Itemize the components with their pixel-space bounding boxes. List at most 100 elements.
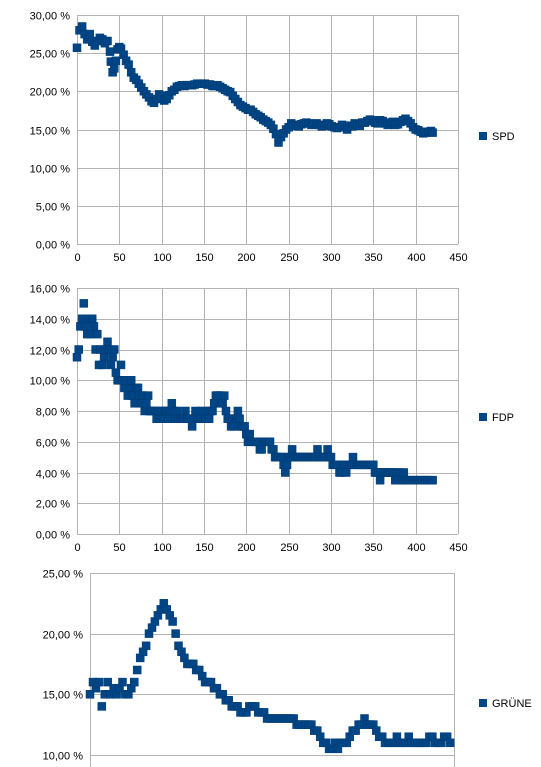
y-tick-label: 25,00 % — [43, 569, 84, 581]
fdp-legend: FDP — [479, 412, 514, 424]
data-point — [240, 422, 249, 431]
data-point — [245, 429, 254, 439]
data-point — [142, 399, 151, 408]
fdp-chart: 0,00 % 2,00 % 4,00 % 6,00 % 8,00 % 10,00 % 12,… — [30, 284, 514, 555]
data-point — [108, 352, 117, 362]
data-point — [94, 677, 104, 687]
data-point — [399, 468, 409, 477]
gruene-legend-label: GRÜNE — [492, 698, 532, 710]
data-point — [126, 376, 136, 385]
y-tick-label: 25,00 % — [30, 49, 71, 61]
data-point — [74, 345, 83, 354]
data-point — [105, 47, 115, 56]
x-tick-label: 150 — [195, 252, 213, 264]
data-point — [369, 460, 378, 470]
data-point — [110, 345, 119, 354]
data-point — [85, 690, 95, 699]
gruene-chart: 10,00 % 15,00 % 20,00 % 25,00 % GRÜNE — [43, 569, 532, 767]
y-tick-label: 4,00 % — [36, 469, 70, 481]
data-point — [141, 641, 151, 651]
data-point — [341, 468, 351, 477]
x-tick-label: 50 — [113, 252, 125, 264]
data-point — [167, 399, 177, 408]
y-tick-label: 14,00 % — [30, 315, 71, 327]
data-point — [89, 322, 99, 331]
data-point — [72, 43, 82, 53]
data-point — [269, 445, 278, 454]
x-tick-label: 300 — [322, 252, 340, 264]
data-point — [81, 322, 90, 331]
fdp-x-tick-labels: 0 50 100 150 200 250 300 350 400 450 — [74, 542, 467, 554]
data-point — [87, 314, 97, 324]
data-point — [257, 445, 266, 454]
data-point — [172, 406, 182, 416]
data-point — [168, 617, 177, 626]
gruene-legend: GRÜNE — [479, 698, 532, 710]
y-tick-label: 12,00 % — [30, 346, 71, 358]
data-point — [124, 60, 133, 69]
data-point — [118, 677, 127, 687]
data-point — [181, 406, 190, 416]
data-point — [103, 36, 112, 46]
x-tick-label: 150 — [195, 542, 213, 554]
spd-y-tick-labels: 0,00 % 5,00 % 10,00 % 15,00 % 20,00 % 25,00 %… — [30, 11, 71, 252]
y-tick-label: 5,00 % — [36, 202, 70, 214]
y-tick-label: 2,00 % — [36, 499, 70, 511]
x-tick-label: 350 — [364, 542, 382, 554]
data-point — [111, 56, 121, 66]
data-point — [130, 677, 139, 687]
x-tick-label: 100 — [153, 542, 171, 554]
x-tick-label: 450 — [449, 542, 467, 554]
x-tick-label: 50 — [113, 542, 125, 554]
spd-legend: SPD — [479, 131, 515, 143]
y-tick-label: 10,00 % — [30, 164, 71, 176]
data-point — [281, 468, 290, 477]
data-point — [171, 629, 180, 638]
x-tick-label: 300 — [322, 542, 340, 554]
y-tick-label: 0,00 % — [36, 530, 70, 542]
data-point — [187, 422, 197, 431]
data-point — [132, 665, 142, 675]
data-point — [282, 460, 292, 470]
gruene-y-tick-labels: 10,00 % 15,00 % 20,00 % 25,00 % — [43, 569, 84, 763]
fdp-legend-label: FDP — [492, 412, 514, 424]
data-point — [204, 414, 214, 423]
spd-legend-label: SPD — [492, 131, 515, 143]
data-point — [72, 352, 82, 362]
spd-legend-key — [479, 132, 487, 140]
y-tick-label: 10,00 % — [30, 376, 71, 388]
data-point — [287, 445, 297, 454]
gruene-points — [85, 599, 455, 754]
data-point — [97, 702, 107, 711]
data-point — [111, 368, 121, 377]
data-point — [98, 360, 107, 370]
data-point — [77, 22, 87, 31]
y-tick-label: 15,00 % — [30, 126, 71, 138]
data-point — [218, 399, 227, 408]
data-point — [116, 360, 126, 370]
data-point — [79, 299, 89, 308]
x-tick-label: 250 — [280, 252, 298, 264]
data-point — [233, 406, 243, 416]
data-point — [208, 406, 217, 416]
data-point — [428, 475, 437, 485]
data-point — [428, 128, 437, 137]
data-point — [106, 360, 116, 370]
data-point — [221, 406, 231, 416]
y-tick-label: 30,00 % — [30, 11, 71, 23]
data-point — [445, 738, 455, 748]
fdp-gridlines — [77, 288, 459, 535]
data-point — [313, 445, 322, 454]
gruene-legend-key — [479, 699, 487, 707]
data-point — [143, 391, 153, 400]
fdp-y-tick-labels: 0,00 % 2,00 % 4,00 % 6,00 % 8,00 % 10,00 % 12,… — [30, 284, 71, 542]
data-point — [348, 452, 358, 462]
data-point — [133, 383, 143, 393]
x-tick-label: 200 — [237, 542, 255, 554]
fdp-points — [72, 299, 437, 485]
data-point — [375, 475, 385, 485]
data-point — [110, 64, 119, 73]
y-tick-label: 0,00 % — [36, 240, 70, 252]
x-tick-label: 200 — [237, 252, 255, 264]
